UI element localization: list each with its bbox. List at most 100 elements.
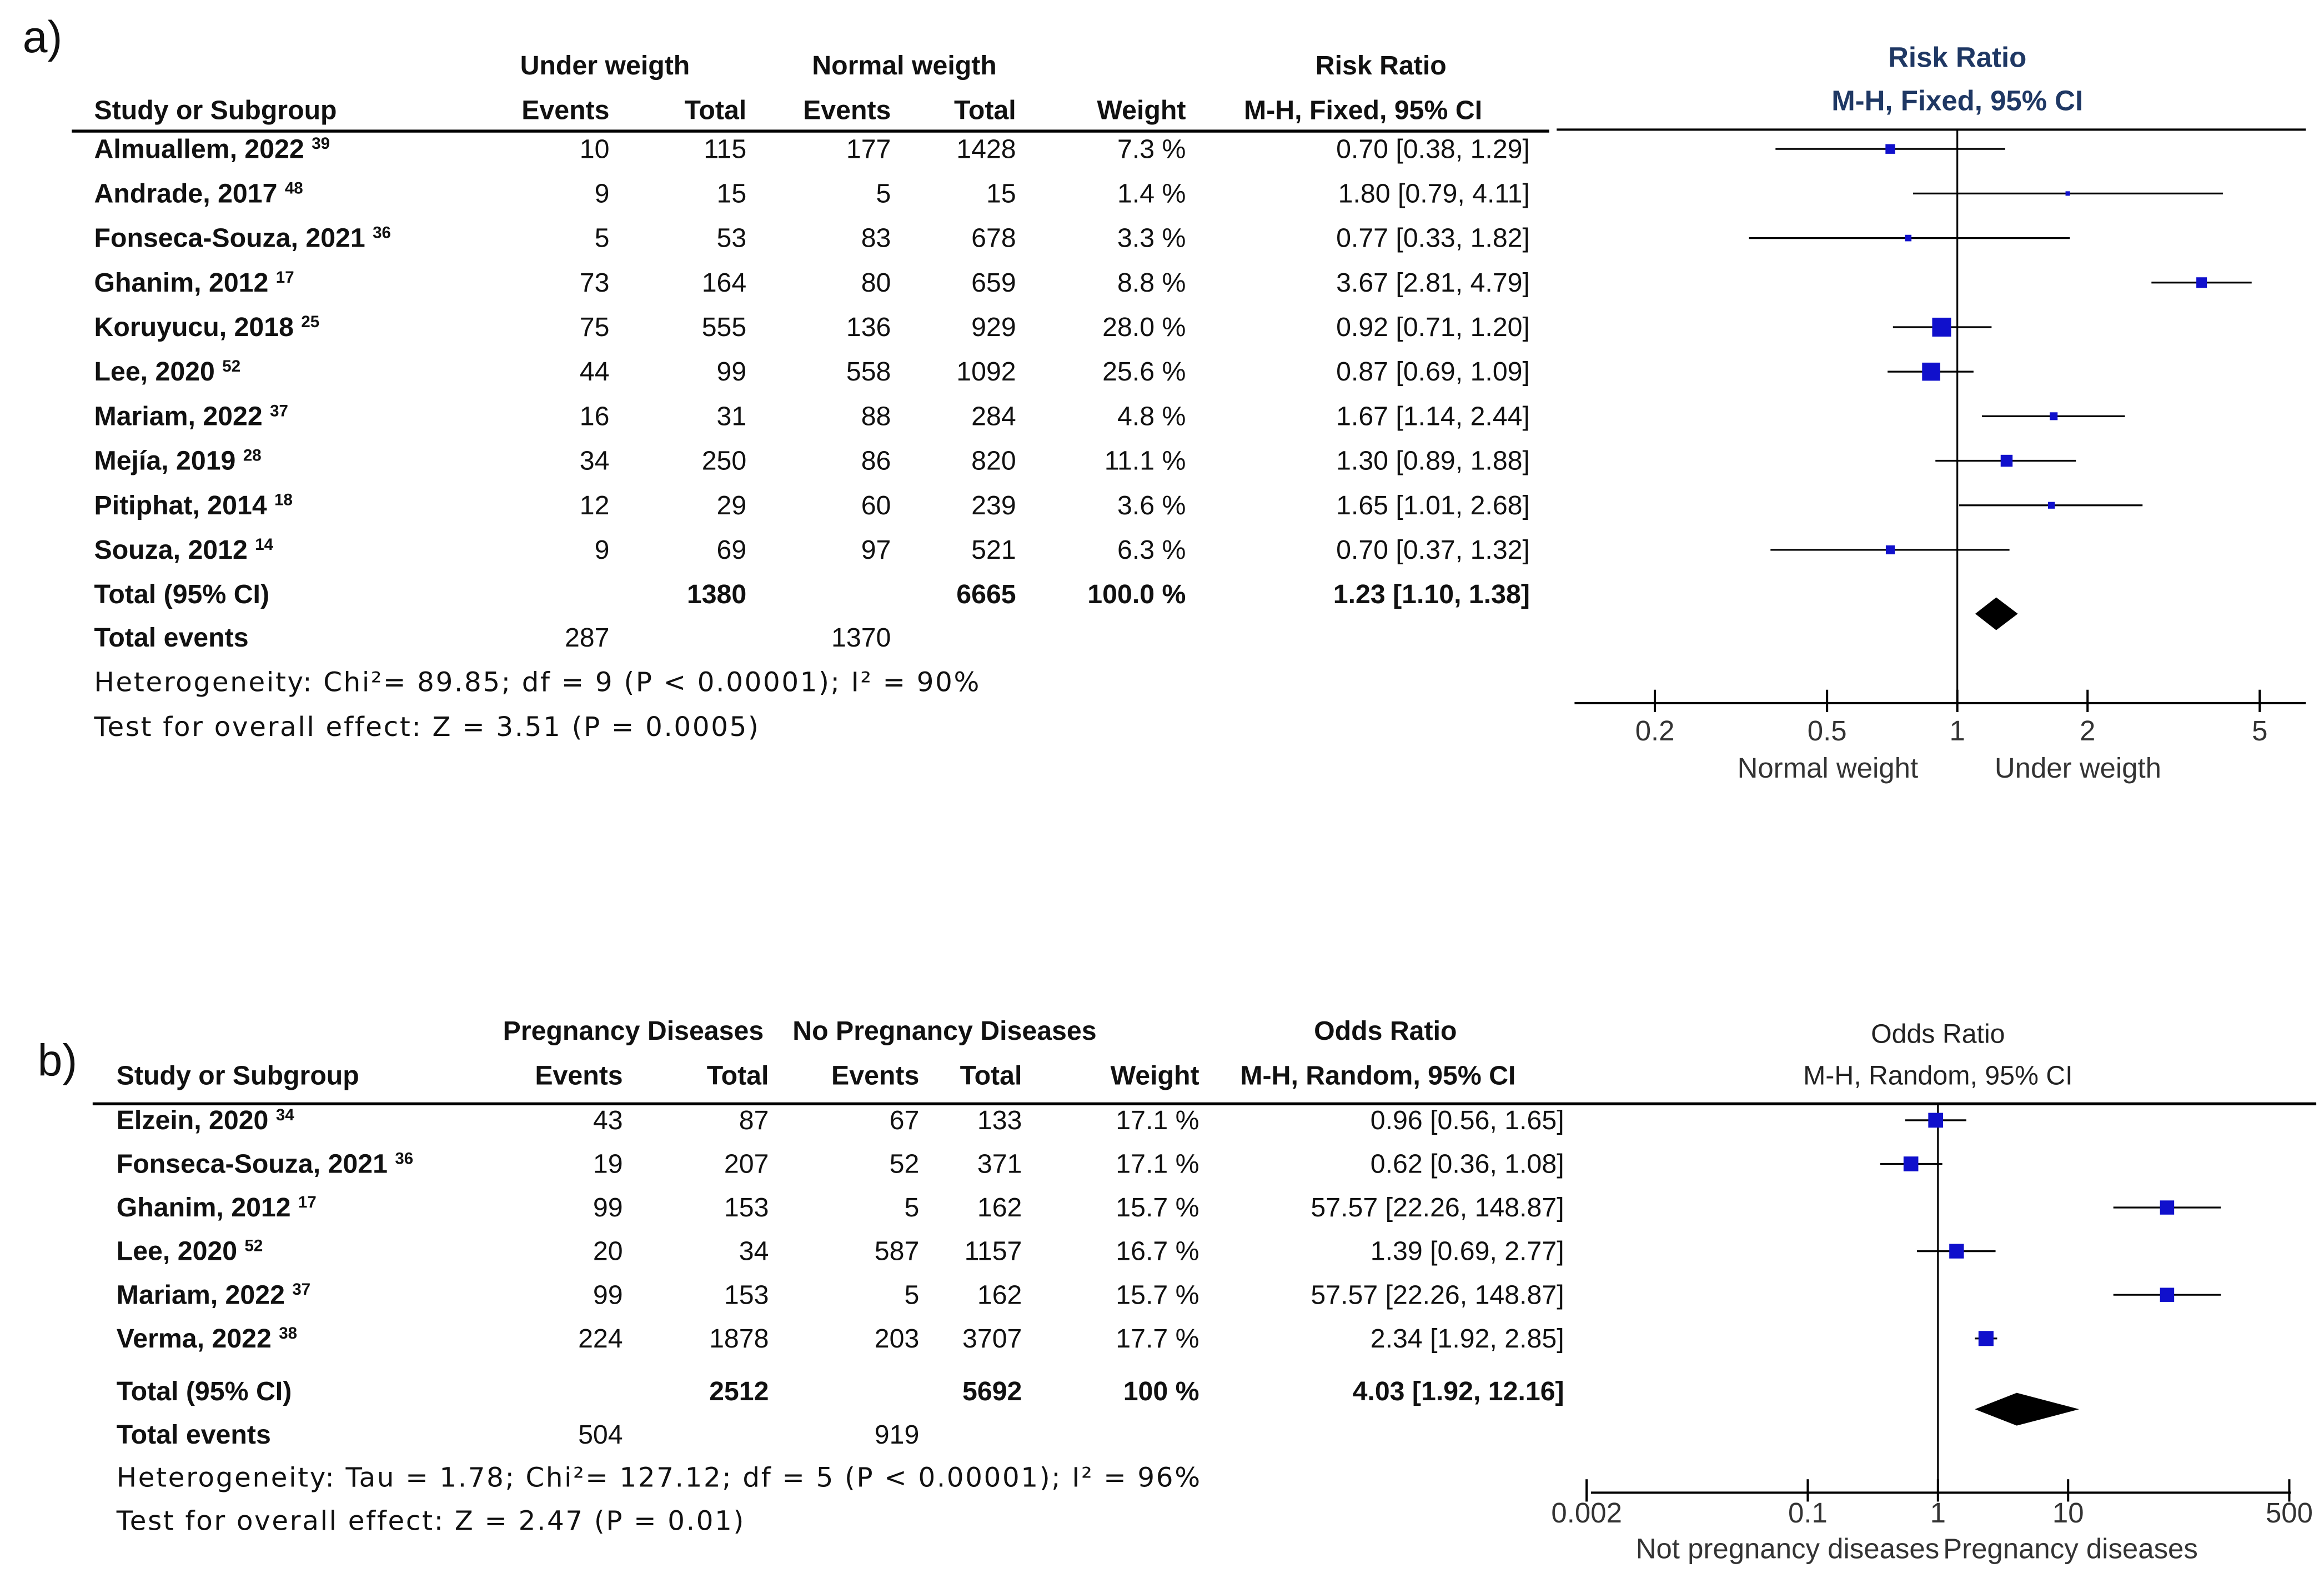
events-1: 12 bbox=[580, 490, 610, 520]
total-1: 53 bbox=[717, 223, 747, 253]
effect-ci: 57.57 [22.26, 148.87] bbox=[1311, 1193, 1564, 1223]
panel-label: a) bbox=[23, 12, 63, 62]
weight: 3.3 % bbox=[1117, 223, 1186, 253]
point-estimate-marker bbox=[1978, 1331, 1994, 1346]
effect-ci: 1.39 [0.69, 2.77] bbox=[1371, 1236, 1564, 1266]
events-2: 5 bbox=[876, 178, 891, 208]
study-reference: 28 bbox=[243, 447, 262, 465]
total-2: 371 bbox=[977, 1149, 1022, 1179]
pooled-estimate-diamond bbox=[1975, 1392, 2080, 1426]
events-1: 43 bbox=[593, 1105, 623, 1135]
panel-b: b) Pregnancy Diseases No Pregnancy Disease… bbox=[38, 1016, 2317, 1564]
study-name-text: Koruyucu, 2018 bbox=[94, 312, 294, 342]
total-1: 31 bbox=[717, 401, 747, 431]
study-row: Lee, 2020 52 44 99 558 1092 25.6 % 0.87 [0.69, … bbox=[94, 357, 1974, 387]
point-estimate-marker bbox=[1932, 317, 1951, 337]
study-reference: 37 bbox=[292, 1280, 310, 1299]
events-2: 587 bbox=[875, 1236, 920, 1266]
events-2: 136 bbox=[846, 312, 891, 342]
study-reference: 37 bbox=[270, 402, 288, 420]
study-reference: 34 bbox=[276, 1106, 294, 1124]
weight: 17.7 % bbox=[1116, 1324, 1199, 1354]
total-1: 250 bbox=[702, 446, 747, 476]
study-reference: 48 bbox=[285, 179, 303, 197]
study-row: Mariam, 2022 37 99 153 5 162 15.7 % 57.57 [22.2… bbox=[117, 1280, 2221, 1310]
study-row: Fonseca-Souza, 2021 36 19 207 52 371 17.1 % 0.6… bbox=[117, 1149, 1942, 1179]
events-1: 19 bbox=[593, 1149, 623, 1179]
weight: 15.7 % bbox=[1116, 1280, 1199, 1310]
favours-left-label: Not pregnancy diseases bbox=[1636, 1532, 1939, 1564]
study-name: Ghanim, 2012 17 bbox=[117, 1193, 317, 1223]
events-2: 60 bbox=[861, 490, 891, 520]
total-1: 164 bbox=[702, 268, 747, 298]
events-2: 80 bbox=[861, 268, 891, 298]
study-name-text: Pitiphat, 2014 bbox=[94, 490, 267, 520]
total-1: 555 bbox=[702, 312, 747, 342]
events-1: 99 bbox=[593, 1280, 623, 1310]
weight: 6.3 % bbox=[1117, 535, 1186, 565]
effect-ci: 1.67 [1.14, 2.44] bbox=[1336, 401, 1530, 431]
total-2: 1157 bbox=[965, 1236, 1022, 1266]
heterogeneity-stat: Heterogeneity: Chi²= 89.85; df = 9 (P < … bbox=[94, 667, 981, 698]
total-1: 29 bbox=[717, 490, 747, 520]
total-events-label: Total events bbox=[94, 623, 249, 653]
study-row: Ghanim, 2012 17 99 153 5 162 15.7 % 57.57 [22.2… bbox=[117, 1193, 2221, 1223]
events-2: 5 bbox=[904, 1193, 919, 1223]
column-header: Events bbox=[831, 1060, 919, 1090]
study-name-text: Mariam, 2022 bbox=[94, 401, 263, 431]
column-header: Study or Subgroup bbox=[117, 1060, 359, 1090]
total-2: 5692 bbox=[962, 1376, 1022, 1406]
events-2: 52 bbox=[890, 1149, 920, 1179]
events-1: 9 bbox=[595, 178, 610, 208]
study-row: Fonseca-Souza, 2021 36 5 53 83 678 3.3 % 0.77 [… bbox=[94, 223, 2070, 253]
favours-left-label: Normal weight bbox=[1738, 752, 1919, 784]
total-2: 1092 bbox=[956, 357, 1016, 387]
events-1: 34 bbox=[580, 446, 610, 476]
events-1: 224 bbox=[578, 1324, 623, 1354]
total-2: 15 bbox=[986, 178, 1016, 208]
total-events-2: 1370 bbox=[831, 623, 891, 653]
overall-effect-stat: Test for overall effect: Z = 2.47 (P = 0… bbox=[116, 1505, 745, 1536]
group-header: Normal weigth bbox=[812, 51, 997, 81]
study-name: Fonseca-Souza, 2021 36 bbox=[94, 223, 391, 253]
total-1: 153 bbox=[724, 1280, 769, 1310]
total-2: 929 bbox=[971, 312, 1016, 342]
point-estimate-marker bbox=[2048, 502, 2055, 509]
effect-ci: 1.30 [0.89, 1.88] bbox=[1336, 446, 1530, 476]
effect-ci: 0.92 [0.71, 1.20] bbox=[1336, 312, 1530, 342]
events-2: 83 bbox=[861, 223, 891, 253]
study-reference: 17 bbox=[298, 1193, 317, 1211]
overall-effect-stat: Test for overall effect: Z = 3.51 (P = 0… bbox=[94, 712, 760, 743]
point-estimate-marker bbox=[1928, 1113, 1943, 1128]
study-name-text: Fonseca-Souza, 2021 bbox=[117, 1149, 388, 1179]
total-2: 820 bbox=[971, 446, 1016, 476]
plot-title: Odds Ratio bbox=[1871, 1019, 2005, 1049]
total-label: Total (95% CI) bbox=[94, 579, 270, 609]
events-2: 86 bbox=[861, 446, 891, 476]
weight: 17.1 % bbox=[1116, 1149, 1199, 1179]
total-2: 133 bbox=[977, 1105, 1022, 1135]
study-name-text: Elzein, 2020 bbox=[117, 1105, 269, 1135]
events-1: 99 bbox=[593, 1193, 623, 1223]
pooled-estimate-diamond bbox=[1975, 597, 2018, 630]
events-2: 67 bbox=[890, 1105, 920, 1135]
study-name: Souza, 2012 14 bbox=[94, 535, 274, 565]
total-1: 34 bbox=[739, 1236, 769, 1266]
effect-ci: 1.80 [0.79, 4.11] bbox=[1338, 178, 1530, 208]
events-2: 558 bbox=[846, 357, 891, 387]
total-1: 115 bbox=[704, 134, 746, 164]
column-header: Total bbox=[707, 1060, 769, 1090]
total-events-row: Total events 287 1370 bbox=[94, 623, 891, 653]
study-name-text: Almuallem, 2022 bbox=[94, 134, 304, 164]
point-estimate-marker bbox=[1903, 1156, 1919, 1171]
events-1: 10 bbox=[580, 134, 610, 164]
weight: 7.3 % bbox=[1117, 134, 1186, 164]
x-tick-label: 500 bbox=[2266, 1497, 2313, 1529]
total-1: 69 bbox=[717, 535, 747, 565]
study-row: Ghanim, 2012 17 73 164 80 659 8.8 % 3.67 [2.81,… bbox=[94, 268, 2252, 298]
total-1: 153 bbox=[724, 1193, 769, 1223]
x-tick-label: 10 bbox=[2052, 1497, 2084, 1529]
x-tick-label: 2 bbox=[2080, 715, 2095, 747]
events-1: 9 bbox=[595, 535, 610, 565]
column-header: M-H, Random, 95% CI bbox=[1240, 1060, 1515, 1090]
